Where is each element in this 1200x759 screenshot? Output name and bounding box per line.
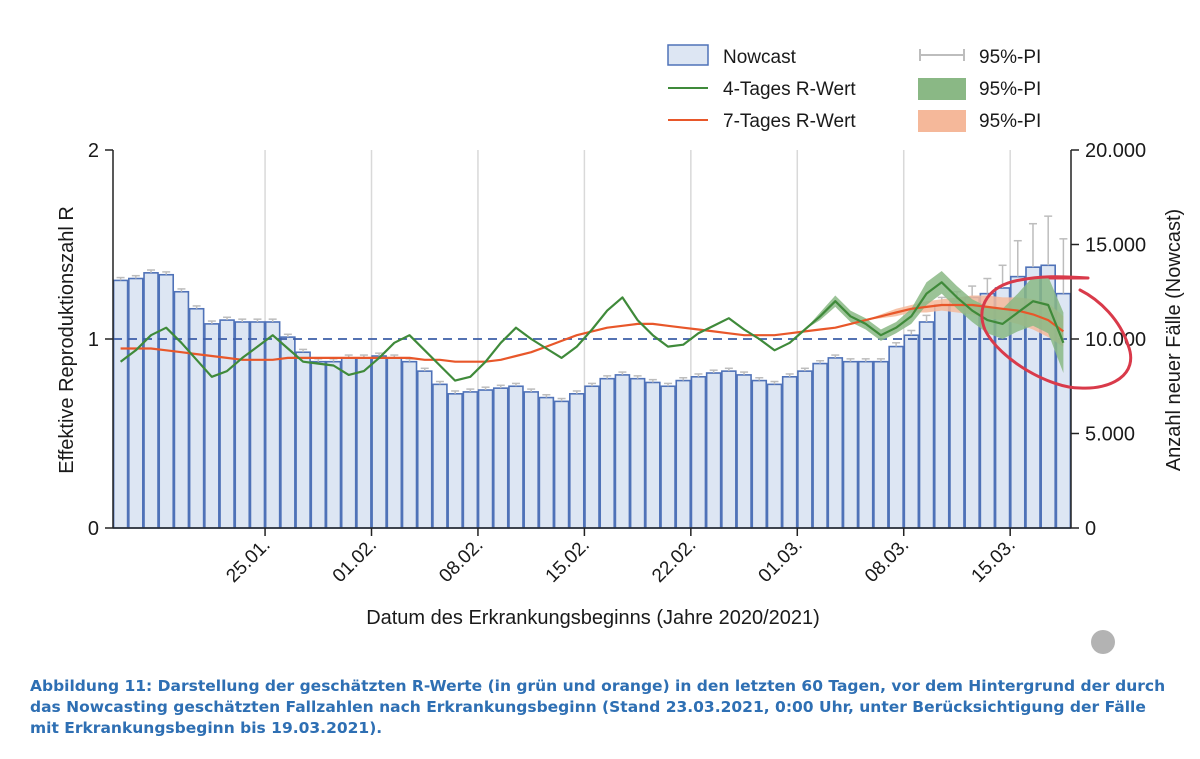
nowcast-bar [781,375,798,529]
nowcast-bar [295,351,311,529]
nowcast-bar [173,290,190,529]
nowcast-bar [949,300,965,529]
nowcast-bar [356,357,372,529]
x-tick-label: 01.03. [755,535,807,587]
nowcast-bar [158,273,175,529]
nowcast-bar [645,381,661,529]
r-lines [119,281,1065,382]
legend-label-orange-band: 95%-PI [979,111,1041,132]
nowcast-bar [401,360,418,529]
nowcast-bar [249,321,266,529]
left-tick-label: 0 [88,518,99,540]
nowcast-bar [568,393,585,529]
nowcast-bar [462,391,479,529]
r-confidence-bands [120,271,1064,381]
grey-circle-marker [1091,630,1115,654]
r-value-chart: 25.01. 01.02. 08.02. 15.02. 22.02. 01.03. 08.0… [56,44,1185,629]
nowcast-bar [128,277,144,529]
nowcast-bar [310,360,327,529]
nowcast-bar [340,357,357,529]
nowcast-bar [690,375,707,529]
nowcast-bar [432,383,448,529]
nowcast-bar [812,362,828,529]
x-tick-label: 08.03. [861,535,913,587]
legend-label-nowcast: Nowcast [723,47,797,68]
hand-drawn-annotation-circle [980,275,1132,390]
nowcast-bar [386,357,403,529]
nowcast-bar [614,374,631,529]
nowcast-bar [736,374,752,529]
x-axis-ticks: 25.01. 01.02. 08.02. 15.02. 22.02. 01.03. 08.0… [222,528,1020,587]
left-tick-label: 2 [88,140,99,162]
x-tick-label: 15.02. [542,535,594,587]
figure-caption: Abbildung 11: Darstellung der geschätzte… [30,677,1166,737]
nowcast-bar [234,321,251,529]
left-axis-label: Effektive Reproduktionszahl R [56,206,78,474]
legend-label-r4: 4-Tages R-Wert [723,79,856,100]
nowcast-bar [553,400,570,529]
nowcast-bar [508,385,524,529]
nowcast-bar [827,357,844,529]
nowcast-bar [584,385,600,529]
r7-line [120,303,1065,363]
nowcast-bar [523,391,539,529]
right-axis-ticks: 0 5.000 10.000 15.000 20.000 [1071,140,1146,540]
right-tick-label: 15.000 [1085,235,1146,257]
legend-label-errorbar: 95%-PI [979,47,1041,68]
nowcast-bar [766,383,783,529]
nowcast-bar [964,296,980,529]
nowcast-bar [280,336,296,529]
legend-swatch-nowcast [667,44,709,66]
nowcast-bar [675,379,692,529]
legend-label-r7: 7-Tages R-Wert [723,111,856,132]
nowcast-bar [112,279,129,529]
nowcast-bar [219,319,235,529]
x-tick-label: 15.03. [968,535,1020,587]
nowcast-bars [112,264,1072,529]
nowcast-bar [888,345,904,529]
r4-band [120,271,1064,381]
nowcast-bar [264,321,281,529]
right-tick-label: 10.000 [1085,329,1146,351]
nowcast-bar [143,272,159,529]
nowcast-bar [842,360,859,529]
nowcast-bar [857,360,874,529]
nowcast-bar [188,307,205,529]
right-tick-label: 20.000 [1085,140,1146,162]
x-tick-label: 25.01. [222,535,274,587]
nowcast-bar [629,377,646,529]
nowcast-bar [371,355,387,529]
nowcast-bar [903,334,920,529]
legend: Nowcast 4-Tages R-Wert 7-Tages R-Wert 95… [667,44,1041,132]
legend-swatch-green-band [918,78,966,100]
left-tick-label: 1 [88,329,99,351]
legend-label-green-band: 95%-PI [979,79,1041,100]
right-tick-label: 5.000 [1085,424,1135,446]
x-tick-label: 01.02. [329,535,381,587]
left-axis-ticks: 0 1 2 [88,140,113,540]
nowcast-bar [660,385,676,529]
nowcast-bar [705,372,722,529]
right-tick-label: 0 [1085,518,1096,540]
legend-swatch-errorbar [919,49,965,61]
nowcast-bar [447,393,463,529]
nowcast-bar [477,389,494,529]
nowcast-bar [325,360,342,529]
x-tick-label: 22.02. [648,535,700,587]
nowcast-bar [797,370,813,529]
nowcast-bar [416,370,433,529]
x-tick-label: 08.02. [435,535,487,587]
nowcast-bar [599,377,616,529]
legend-swatch-orange-band [918,110,966,132]
right-axis-label: Anzahl neuer Fälle (Nowcast) [1163,209,1185,471]
nowcast-bar [751,379,768,529]
r4-line [119,281,1065,382]
nowcast-bar [918,321,935,529]
nowcast-bar [492,387,509,529]
nowcast-bar [873,360,889,529]
nowcast-bar [538,396,555,529]
nowcast-bar [721,370,737,529]
x-axis-label: Datum des Erkrankungsbeginns (Jahre 2020… [366,607,820,629]
